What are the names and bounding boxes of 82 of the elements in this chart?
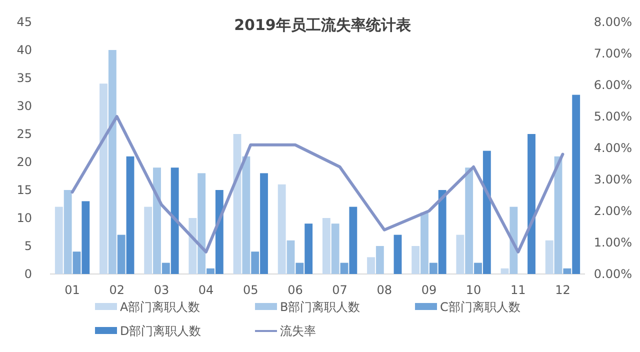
bar xyxy=(260,173,268,274)
x-tick-label: 07 xyxy=(332,283,348,297)
bar xyxy=(340,262,348,274)
bar xyxy=(563,268,572,274)
x-tick-label: 11 xyxy=(510,283,526,297)
bar xyxy=(394,234,402,274)
y-tick-label: 30 xyxy=(16,99,32,113)
bar xyxy=(144,206,152,274)
bar xyxy=(429,262,438,274)
bar xyxy=(456,234,464,274)
x-tick-label: 03 xyxy=(154,283,170,297)
y2-tick-label: 6.00% xyxy=(594,78,632,92)
y2-tick-label: 0.00% xyxy=(594,267,632,281)
bar xyxy=(54,206,63,274)
legend-label: C部门离职人数 xyxy=(440,300,520,314)
bar xyxy=(528,134,536,274)
y2-tick-label: 4.00% xyxy=(594,141,632,155)
bar xyxy=(412,246,420,274)
bar xyxy=(286,240,295,274)
bar xyxy=(545,240,554,274)
y-tick-label: 35 xyxy=(16,71,32,85)
bar xyxy=(251,252,260,274)
y2-tick-label: 3.00% xyxy=(594,172,632,186)
bar xyxy=(170,168,179,274)
bar xyxy=(188,218,197,274)
y-tick-label: 10 xyxy=(16,211,32,225)
x-tick-label: 09 xyxy=(421,283,437,297)
bar xyxy=(304,224,313,274)
bar xyxy=(349,206,358,274)
bar xyxy=(420,212,428,274)
bar xyxy=(126,156,134,274)
bar xyxy=(198,173,206,274)
y2-tick-label: 8.00% xyxy=(594,15,632,29)
bar xyxy=(367,257,375,274)
y-tick-label: 25 xyxy=(16,127,32,141)
x-tick-label: 01 xyxy=(64,283,80,297)
chart-title: 2019年员工流失率统计表 xyxy=(234,16,412,34)
x-tick-label: 10 xyxy=(466,283,482,297)
legend-label: 流失率 xyxy=(280,324,316,338)
y2-tick-label: 5.00% xyxy=(594,110,632,124)
bar xyxy=(465,168,474,274)
bar xyxy=(572,94,580,274)
y-tick-label: 45 xyxy=(16,15,32,29)
bar xyxy=(153,168,161,274)
bar xyxy=(322,218,330,274)
bar xyxy=(162,262,170,274)
legend-label: B部门离职人数 xyxy=(280,300,360,314)
bar xyxy=(242,156,250,274)
bar xyxy=(206,268,214,274)
y-tick-label: 0 xyxy=(24,267,32,281)
bar xyxy=(72,252,81,274)
bar xyxy=(64,190,72,274)
x-tick-label: 04 xyxy=(198,283,214,297)
x-tick-label: 08 xyxy=(376,283,392,297)
bar xyxy=(117,234,126,274)
legend-label: A部门离职人数 xyxy=(120,300,200,314)
y-tick-label: 40 xyxy=(16,43,32,57)
bar xyxy=(331,224,340,274)
bar xyxy=(500,268,509,274)
line-series xyxy=(70,115,564,254)
legend-label: D部门离职人数 xyxy=(120,324,202,338)
bar xyxy=(215,190,224,274)
x-tick-label: 05 xyxy=(242,283,258,297)
y-tick-label: 20 xyxy=(16,155,32,169)
x-tick-label: 06 xyxy=(288,283,303,297)
y-tick-label: 15 xyxy=(16,183,32,197)
bar xyxy=(482,150,491,274)
x-tick-label: 02 xyxy=(109,283,125,297)
y2-tick-label: 1.00% xyxy=(594,236,632,250)
x-tick-label: 12 xyxy=(555,283,570,297)
y-tick-label: 5 xyxy=(24,239,32,253)
bar xyxy=(510,206,518,274)
bar xyxy=(438,190,446,274)
bar xyxy=(82,201,90,274)
bar xyxy=(108,50,116,274)
bar xyxy=(474,262,482,274)
bar xyxy=(278,184,286,274)
bar xyxy=(376,246,384,274)
bar xyxy=(100,84,108,274)
y2-tick-label: 7.00% xyxy=(594,46,632,60)
y2-tick-label: 2.00% xyxy=(594,204,632,218)
bar xyxy=(296,262,304,274)
